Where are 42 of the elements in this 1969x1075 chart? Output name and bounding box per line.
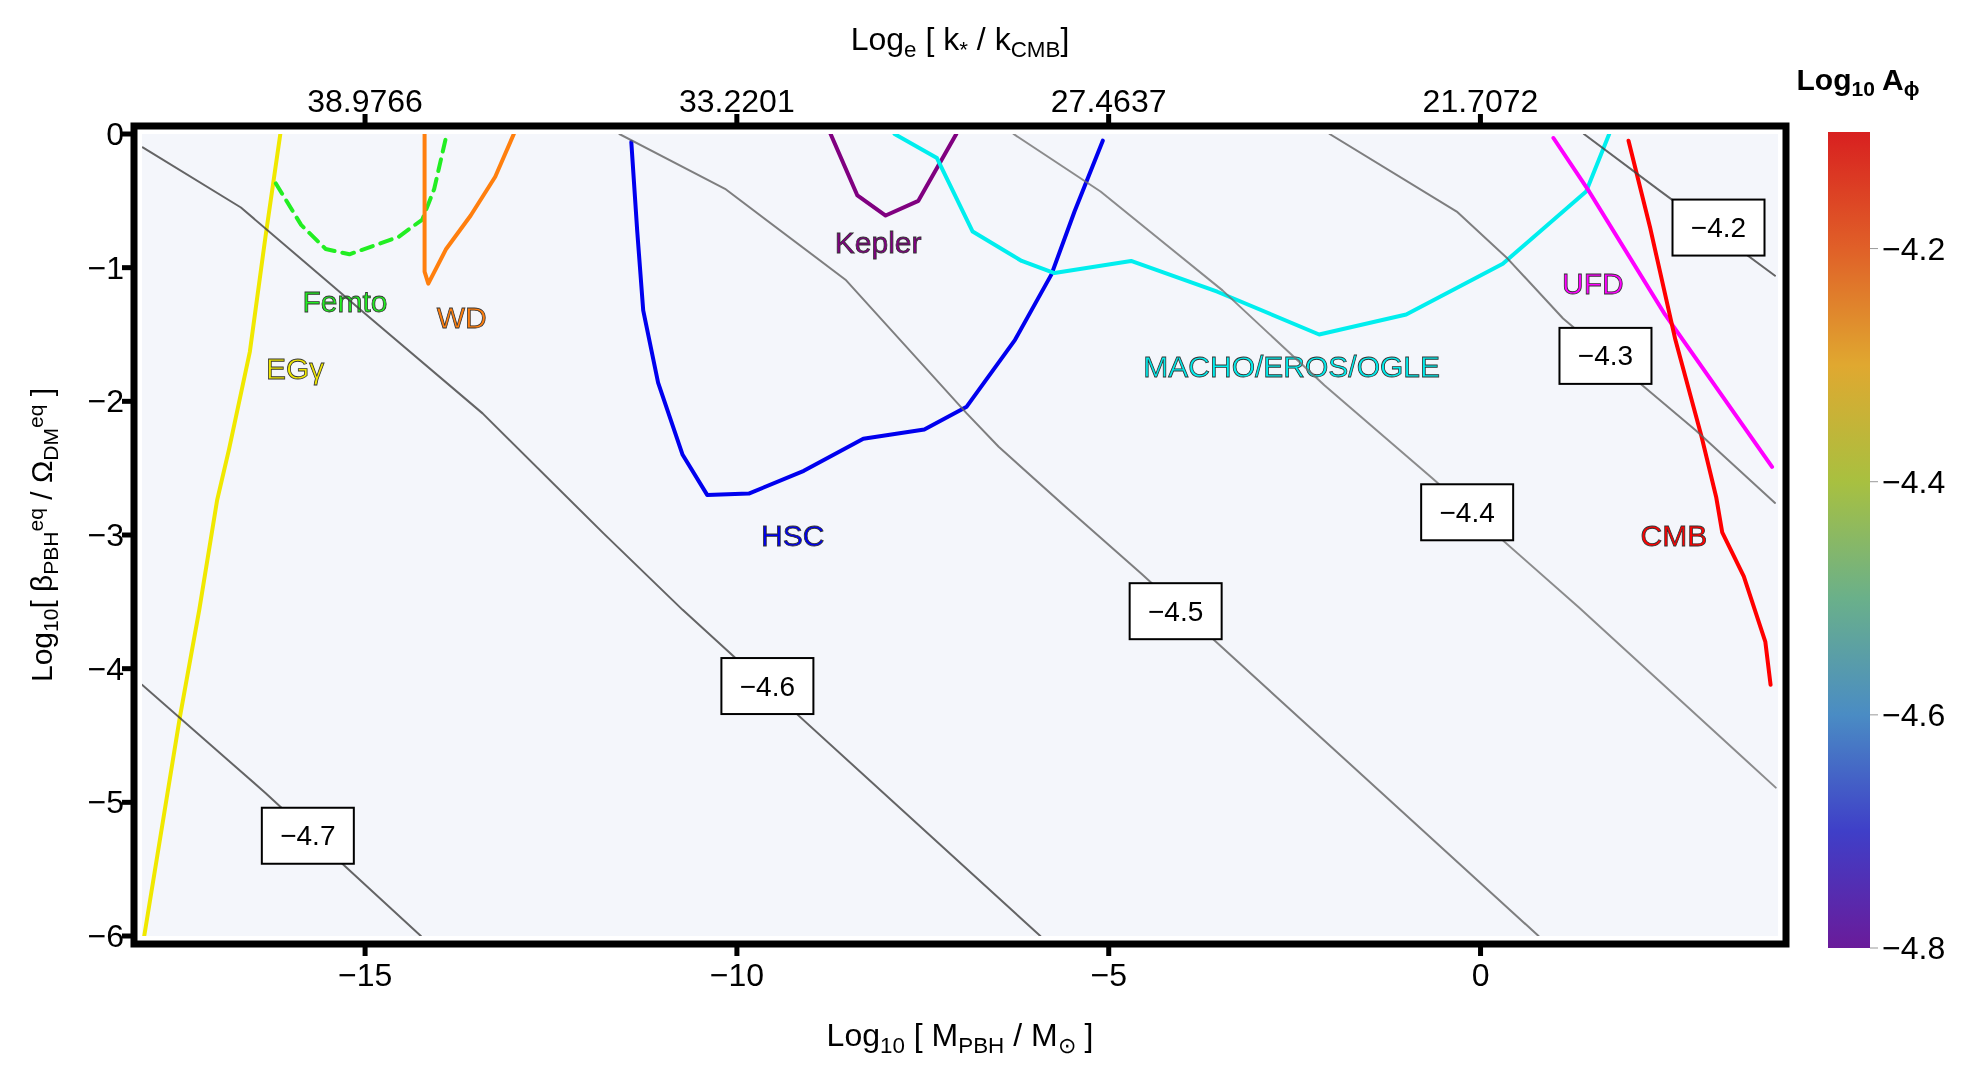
x2-tick-label: 38.9766 xyxy=(307,83,423,119)
line-series xyxy=(142,146,1042,936)
line-series xyxy=(618,134,1540,936)
line-series xyxy=(422,134,516,286)
y-tick-label: −6 xyxy=(87,918,124,954)
line-series xyxy=(1551,136,1775,469)
annotation: −4.3 xyxy=(1577,340,1634,372)
annotation: −4.6 xyxy=(739,670,796,702)
series-label: WD xyxy=(436,300,487,334)
annotation: −4.7 xyxy=(280,820,336,852)
annotation: −4.4 xyxy=(1439,496,1495,528)
x2-axis-title: Log$_{e}$ [ k$_{*}$ / k$_{CMB}$] xyxy=(850,21,1070,62)
series-label: CMB xyxy=(1640,518,1708,552)
color-bar-label: −4.2 xyxy=(1882,230,1946,267)
series-label: EGγ xyxy=(266,351,325,385)
series-label: MACHO/EROS/OGLE xyxy=(1143,350,1441,384)
series-label: Kepler xyxy=(834,225,922,259)
series-label: HSC xyxy=(761,518,825,552)
annotation: −4.5 xyxy=(1148,595,1204,627)
y-tick-label: −5 xyxy=(87,784,124,821)
x-tick-label: −15 xyxy=(337,957,393,993)
y-tick-label: −2 xyxy=(87,383,124,420)
y-tick-label: 0 xyxy=(106,116,124,152)
color-bar-label: −4.6 xyxy=(1882,696,1946,733)
x-tick-label: −5 xyxy=(1090,957,1127,993)
x2-tick-label: 27.4637 xyxy=(1050,83,1167,119)
x-tick-label: 0 xyxy=(1471,957,1490,993)
y-tick-label: −3 xyxy=(87,517,124,553)
annotation: −4.2 xyxy=(1690,212,1747,244)
y-tick-label: −1 xyxy=(87,249,124,286)
x2-tick-label: 21.7072 xyxy=(1422,83,1539,119)
x2-tick-label: 33.2201 xyxy=(679,83,795,119)
line-series xyxy=(828,134,959,218)
color-bar-title: Log$_{10}$ A$_{ϕ}$ xyxy=(1796,63,1920,101)
x-axis-title: Log$_{10}$ [ M$_{PBH}$ / M$_{⊙}$ ] xyxy=(826,1017,1094,1058)
series-label: UFD xyxy=(1562,267,1624,301)
color-bar-label: −4.8 xyxy=(1882,930,1946,966)
y-tick-label: −4 xyxy=(87,650,124,687)
color-bar-label: −4.4 xyxy=(1882,463,1946,500)
line-series xyxy=(1012,134,1777,789)
line-series xyxy=(629,138,1105,497)
x-tick-label: −10 xyxy=(709,957,765,993)
